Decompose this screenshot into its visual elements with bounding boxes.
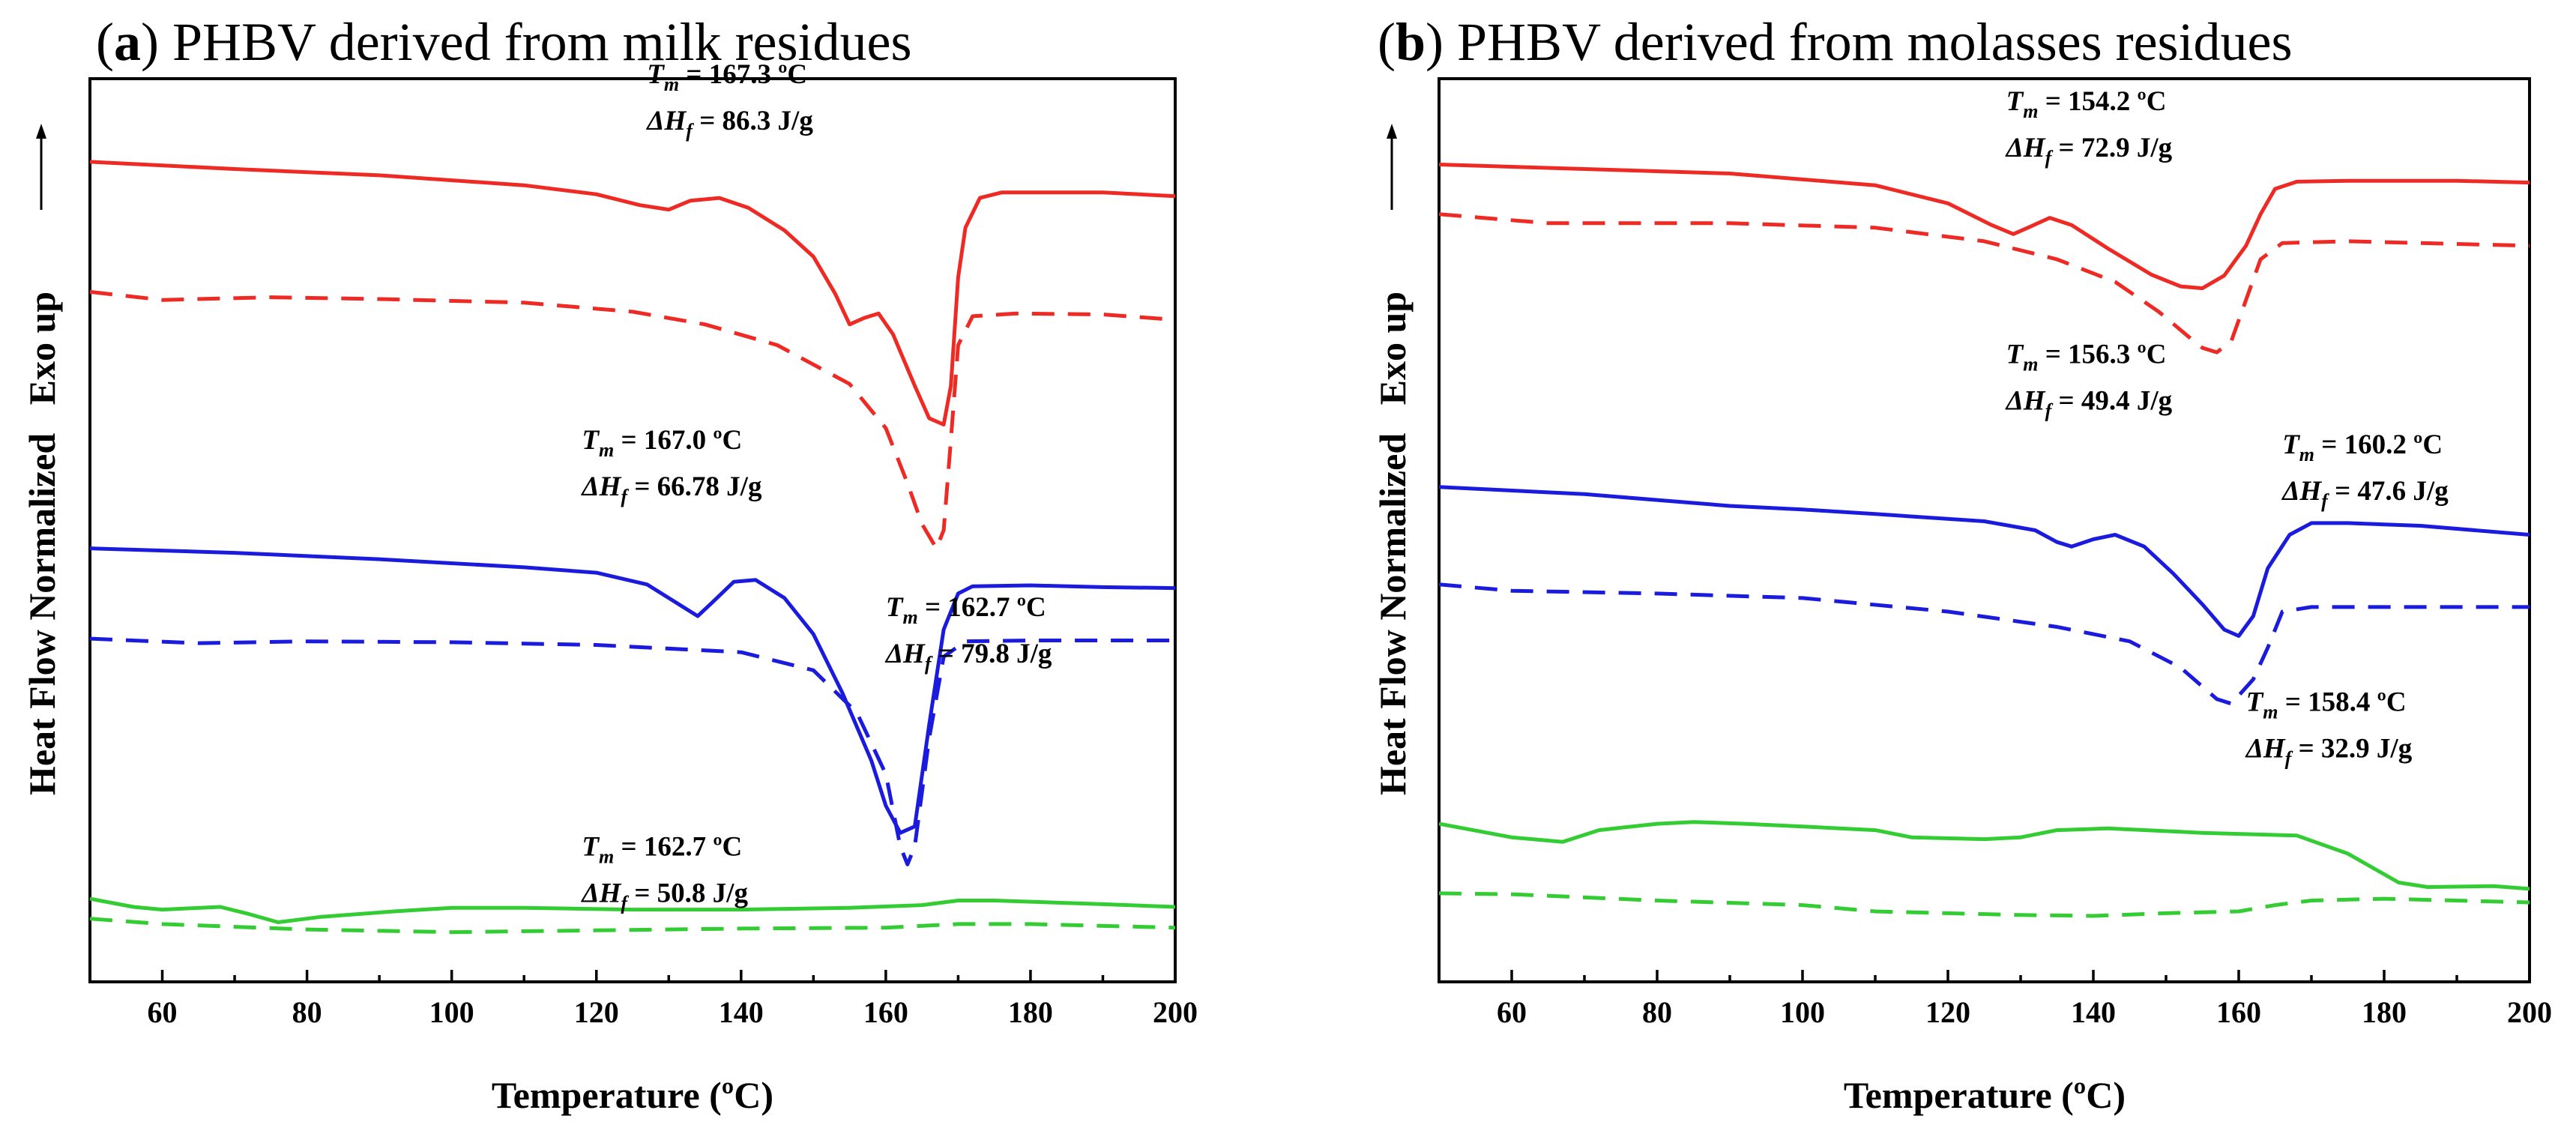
panel-a-x-tick-label: 120: [574, 995, 619, 1029]
tm-value: = 158.4 ºC: [2278, 687, 2407, 718]
panel-a-green-solid-line: [89, 896, 1176, 924]
panel-b-plot-frame: [1438, 77, 2531, 983]
panel-a-ylabel: Heat Flow Normalized Exo up: [21, 292, 63, 795]
panel-a-blue-dashed-line: [89, 636, 1175, 866]
panel-a-x-tick-label: 60: [148, 995, 178, 1029]
dhf-value: = 66.78 J/g: [627, 471, 762, 502]
panel-b-annotation: Tm = 154.2 ºC ΔHf = 72.9 J/g: [2005, 86, 2173, 169]
panel-b-x-tick-label: 80: [1642, 995, 1672, 1029]
panel-b-annotations: Tm = 154.2 ºC ΔHf = 72.9 J/g Tm = 156.3 ºC…: [2005, 86, 2449, 769]
panel-b-ylabel: Heat Flow Normalized Exo up: [1372, 292, 1414, 795]
tm-value: = 162.7 ºC: [918, 592, 1046, 623]
panel-a-annotation: Tm = 162.7 ºC ΔHf = 79.8 J/g: [884, 592, 1052, 675]
panel-a-xlabel: Temperature (ºC): [492, 1074, 773, 1116]
dhf-value: = 72.9 J/g: [2051, 133, 2172, 163]
panel-b-x-tick-label: 200: [2507, 995, 2552, 1029]
panel-b-green-solid-line: [1438, 820, 2530, 891]
panel-a-plot-frame: [88, 77, 1177, 983]
panel-b-title-text: ) PHBV derived from molasses residues: [1426, 12, 2293, 72]
panel-a-red-dashed-line: [89, 289, 1176, 551]
panel-b: (b) PHBV derived from molasses residues …: [1372, 12, 2552, 1116]
dhf-annotation: ΔHf = 86.3 J/g: [645, 106, 813, 142]
panel-a-annotation: Tm = 162.7 ºC ΔHf = 50.8 J/g: [580, 831, 748, 914]
tm-annotation: Tm = 156.3 ºC: [2006, 340, 2167, 376]
panel-b-annotation: Tm = 160.2 ºC ΔHf = 47.6 J/g: [2281, 429, 2449, 512]
panel-b-exo-up-arrow-icon: [1387, 124, 1397, 210]
panel-b-red-dashed-line: [1438, 212, 2530, 355]
panel-b-x-tick-label: 60: [1497, 995, 1527, 1029]
dhf-annotation: ΔHf = 72.9 J/g: [2005, 133, 2173, 169]
panel-b-series: [1438, 163, 2530, 918]
dhf-value: = 86.3 J/g: [693, 106, 813, 136]
tm-value: = 160.2 ºC: [2314, 429, 2443, 460]
panel-a-x-tick-label: 180: [1008, 995, 1053, 1029]
panel-b-x-tick-label: 160: [2216, 995, 2261, 1029]
panel-a-y-axis-label: Heat Flow Normalized Exo up: [21, 124, 63, 795]
tm-value: = 167.3 ºC: [679, 59, 807, 90]
panel-b-x-tick-label: 180: [2362, 995, 2407, 1029]
tm-annotation: Tm = 158.4 ºC: [2246, 687, 2407, 723]
panel-b-x-tick-label: 140: [2071, 995, 2116, 1029]
dhf-value: = 50.8 J/g: [627, 878, 748, 908]
panel-a-x-tick-label: 80: [292, 995, 322, 1029]
tm-value: = 162.7 ºC: [614, 831, 742, 862]
panel-b-y-axis-label: Heat Flow Normalized Exo up: [1372, 124, 1414, 795]
panel-a-title-text: ) PHBV derived from milk residues: [141, 12, 912, 72]
panel-b-letter: b: [1396, 12, 1426, 72]
panel-b-green-dashed-line: [1438, 891, 2530, 918]
tm-annotation: Tm = 160.2 ºC: [2282, 429, 2443, 465]
panel-a-red-solid-line: [89, 160, 1176, 426]
panel-b-x-ticks: 60 80 100 120 140 160 180 200: [1438, 970, 2552, 1029]
dhf-value: = 49.4 J/g: [2051, 386, 2172, 417]
panel-b-annotation: Tm = 158.4 ºC ΔHf = 32.9 J/g: [2245, 687, 2413, 770]
panel-a-x-ticks: 60 80 100 120 140 160 180 200: [88, 970, 1198, 1029]
panel-a-x-tick-label: 140: [719, 995, 764, 1029]
panel-b-x-tick-label: 100: [1780, 995, 1825, 1029]
panel-b-x-tick-label: 120: [1925, 995, 1970, 1029]
panel-a: (a) PHBV derived from milk residues Heat…: [21, 12, 1198, 1116]
panel-b-xlabel: Temperature (ºC): [1844, 1074, 2126, 1116]
dhf-annotation: ΔHf = 66.78 J/g: [580, 471, 762, 507]
tm-value: = 156.3 ºC: [2038, 340, 2166, 370]
panel-a-annotations: Tm = 167.3 ºC ΔHf = 86.3 J/g Tm = 167.0 ºC…: [580, 59, 1052, 914]
panel-b-title: (b) PHBV derived from molasses residues: [1378, 12, 2293, 72]
panel-b-red-solid-line: [1438, 163, 2530, 291]
panel-a-x-tick-label: 200: [1153, 995, 1198, 1029]
panel-a-x-tick-label: 100: [429, 995, 474, 1029]
panel-a-green-dashed-line: [89, 917, 1176, 935]
panel-a-annotation: Tm = 167.0 ºC ΔHf = 66.78 J/g: [580, 425, 762, 507]
tm-annotation: Tm = 162.7 ºC: [886, 592, 1046, 628]
tm-annotation: Tm = 167.0 ºC: [582, 425, 742, 461]
panel-a-letter: a: [114, 12, 141, 72]
dhf-annotation: ΔHf = 32.9 J/g: [2245, 734, 2413, 770]
dhf-annotation: ΔHf = 49.4 J/g: [2005, 386, 2173, 422]
panel-a-x-tick-label: 160: [863, 995, 908, 1029]
panel-a-series: [89, 160, 1176, 935]
panel-a-exo-up-arrow-icon: [36, 124, 46, 210]
tm-annotation: Tm = 167.3 ºC: [647, 59, 807, 95]
dhf-value: = 79.8 J/g: [932, 639, 1052, 669]
panel-b-blue-solid-line: [1438, 485, 2530, 638]
dhf-annotation: ΔHf = 79.8 J/g: [884, 639, 1052, 675]
panel-a-blue-solid-line: [89, 546, 1176, 835]
tm-value: = 154.2 ºC: [2038, 86, 2166, 117]
panel-b-annotation: Tm = 156.3 ºC ΔHf = 49.4 J/g: [2005, 340, 2173, 422]
panel-b-blue-dashed-line: [1438, 582, 2530, 706]
tm-annotation: Tm = 162.7 ºC: [582, 831, 742, 867]
dhf-annotation: ΔHf = 47.6 J/g: [2281, 476, 2449, 512]
dhf-annotation: ΔHf = 50.8 J/g: [580, 878, 748, 914]
panel-a-annotation: Tm = 167.3 ºC ΔHf = 86.3 J/g: [645, 59, 813, 142]
panel-a-title: (a) PHBV derived from milk residues: [96, 12, 912, 72]
tm-value: = 167.0 ºC: [614, 425, 742, 456]
dhf-value: = 47.6 J/g: [2328, 476, 2449, 507]
dhf-value: = 32.9 J/g: [2291, 734, 2412, 764]
tm-annotation: Tm = 154.2 ºC: [2006, 86, 2167, 122]
